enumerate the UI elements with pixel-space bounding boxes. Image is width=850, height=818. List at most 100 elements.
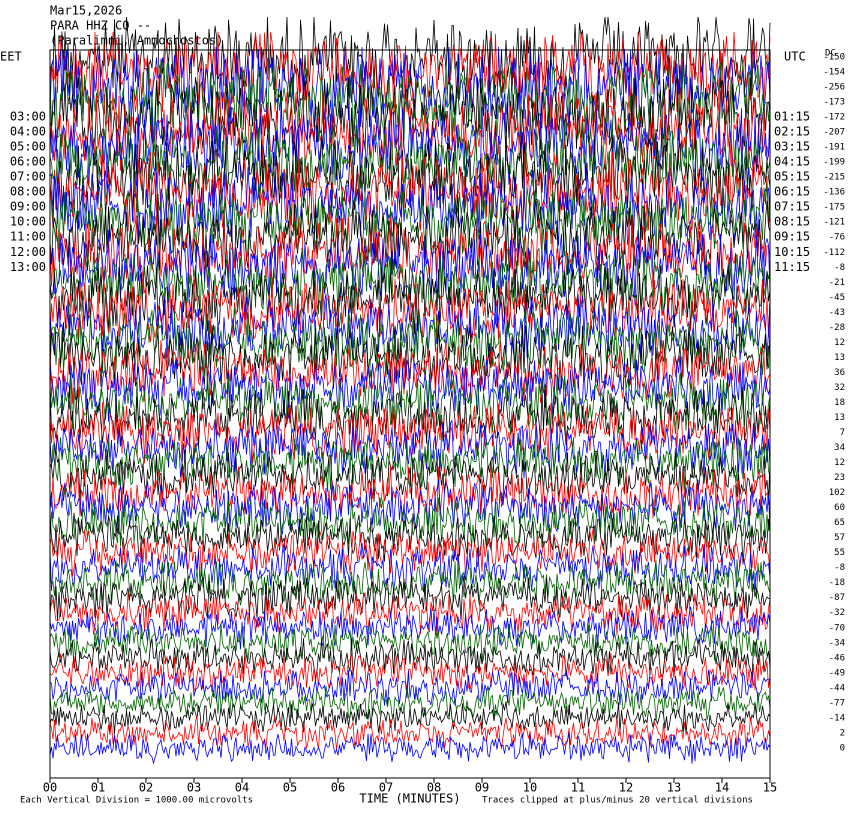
right-hour-label: 01:15 bbox=[774, 110, 810, 124]
dc-value: -172 bbox=[823, 113, 845, 123]
dc-value: 55 bbox=[834, 548, 845, 558]
trace bbox=[49, 685, 771, 722]
dc-value: 2 bbox=[840, 728, 845, 738]
x-tick-label: 03 bbox=[187, 781, 201, 795]
trace bbox=[49, 77, 771, 158]
left-hour-label: 11:00 bbox=[10, 230, 46, 244]
trace bbox=[49, 229, 771, 307]
trace bbox=[49, 542, 771, 593]
trace bbox=[49, 701, 771, 735]
x-tick-label: 01 bbox=[91, 781, 105, 795]
trace bbox=[49, 322, 771, 391]
left-hour-label: 09:00 bbox=[10, 200, 46, 214]
dc-value: -87 bbox=[829, 593, 845, 603]
dc-value: -154 bbox=[823, 68, 845, 78]
footer-left: Each Vertical Division = 1000.00 microvo… bbox=[20, 796, 253, 806]
trace bbox=[49, 465, 771, 522]
x-tick-label: 09 bbox=[475, 781, 489, 795]
dc-value: 18 bbox=[834, 398, 845, 408]
dc-value: -76 bbox=[829, 233, 845, 243]
dc-value: -77 bbox=[829, 698, 845, 708]
dc-value: 32 bbox=[834, 383, 845, 393]
dc-value: -112 bbox=[823, 248, 845, 258]
trace bbox=[49, 732, 771, 765]
trace bbox=[49, 137, 771, 218]
right-hour-label: 11:15 bbox=[774, 260, 810, 274]
dc-value: 57 bbox=[834, 533, 845, 543]
x-tick-label: 12 bbox=[619, 781, 633, 795]
right-hour-label: 04:15 bbox=[774, 155, 810, 169]
x-tick-label: 05 bbox=[283, 781, 297, 795]
x-tick-label: 14 bbox=[715, 781, 729, 795]
trace bbox=[49, 355, 771, 422]
x-tick-label: 00 bbox=[43, 781, 57, 795]
left-hour-label: 08:00 bbox=[10, 185, 46, 199]
right-hour-label: 06:15 bbox=[774, 185, 810, 199]
x-tick-label: 10 bbox=[523, 781, 537, 795]
date: Mar15,2026 bbox=[50, 4, 122, 18]
x-tick-label: 08 bbox=[427, 781, 441, 795]
right-zone: UTC bbox=[784, 50, 806, 64]
dc-value: -45 bbox=[829, 293, 845, 303]
dc-value: -199 bbox=[823, 158, 845, 168]
dc-value: -49 bbox=[829, 668, 845, 678]
dc-value: 12 bbox=[834, 458, 845, 468]
dc-value: -46 bbox=[829, 653, 845, 663]
trace bbox=[49, 182, 771, 263]
trace bbox=[49, 292, 771, 365]
x-tick-label: 11 bbox=[571, 781, 585, 795]
trace bbox=[49, 107, 771, 188]
trace bbox=[49, 247, 771, 322]
dc-value: 65 bbox=[834, 518, 845, 528]
dc-title: DC bbox=[825, 49, 836, 59]
x-tick-label: 04 bbox=[235, 781, 249, 795]
trace bbox=[49, 386, 771, 448]
dc-value: -121 bbox=[823, 218, 845, 228]
trace bbox=[49, 669, 771, 706]
dc-value: -136 bbox=[823, 188, 845, 198]
left-hour-label: 07:00 bbox=[10, 170, 46, 184]
dc-value: 0 bbox=[840, 743, 845, 753]
dc-value: -207 bbox=[823, 128, 845, 138]
dc-value: -21 bbox=[829, 278, 845, 288]
trace bbox=[49, 214, 771, 291]
left-hour-label: 04:00 bbox=[10, 125, 46, 139]
dc-value: -256 bbox=[823, 83, 845, 93]
dc-value: -32 bbox=[829, 608, 845, 618]
trace bbox=[49, 449, 771, 505]
location: (Paralimni, Ammochostos) bbox=[50, 34, 223, 48]
dc-value: 12 bbox=[834, 338, 845, 348]
left-hour-label: 12:00 bbox=[10, 245, 46, 259]
trace bbox=[49, 528, 771, 577]
trace bbox=[49, 652, 771, 693]
x-tick-label: 13 bbox=[667, 781, 681, 795]
right-hour-label: 05:15 bbox=[774, 170, 810, 184]
dc-value: -34 bbox=[829, 638, 845, 648]
dc-value: 60 bbox=[834, 503, 845, 513]
dc-value: -191 bbox=[823, 143, 845, 153]
dc-value: 102 bbox=[829, 488, 845, 498]
traces bbox=[49, 16, 771, 765]
dc-value: -18 bbox=[829, 578, 845, 588]
x-tick-label: 15 bbox=[763, 781, 777, 795]
station: PARA HHZ CQ -- bbox=[50, 19, 151, 33]
right-hour-label: 09:15 bbox=[774, 230, 810, 244]
trace bbox=[49, 152, 771, 233]
dc-value: -8 bbox=[834, 263, 845, 273]
trace bbox=[49, 622, 771, 663]
left-zone: EET bbox=[0, 50, 22, 64]
trace bbox=[49, 92, 771, 172]
footer-right: Traces clipped at plus/minus 20 vertical… bbox=[482, 796, 753, 806]
dc-value: 23 bbox=[834, 473, 845, 483]
dc-value: -44 bbox=[829, 683, 845, 693]
left-hour-label: 06:00 bbox=[10, 155, 46, 169]
trace bbox=[49, 339, 771, 404]
right-hour-label: 02:15 bbox=[774, 125, 810, 139]
trace bbox=[49, 402, 771, 464]
dc-value: -150 bbox=[823, 53, 845, 63]
dc-value: -28 bbox=[829, 323, 845, 333]
right-hour-label: 03:15 bbox=[774, 140, 810, 154]
dc-value: 13 bbox=[834, 353, 845, 363]
x-tick-label: 06 bbox=[331, 781, 345, 795]
trace bbox=[49, 306, 771, 378]
